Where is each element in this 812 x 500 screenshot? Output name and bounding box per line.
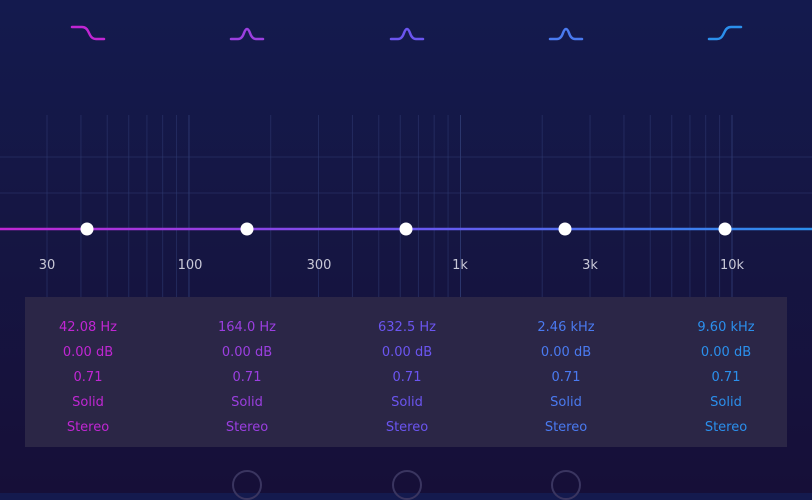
band-2-q[interactable]: 0.71 [232, 370, 262, 385]
band-4-frequency[interactable]: 2.46 kHz [537, 320, 595, 335]
band-3-shape[interactable]: Solid [391, 395, 423, 410]
band-1-q[interactable]: 0.71 [73, 370, 103, 385]
band-4-params: 2.46 kHz 0.00 dB 0.71 Solid Stereo [496, 315, 636, 440]
freq-axis-label-300: 300 [306, 258, 332, 273]
band-4-q[interactable]: 0.71 [551, 370, 581, 385]
band-parameters-panel [25, 297, 787, 447]
band-2-params: 164.0 Hz 0.00 dB 0.71 Solid Stereo [177, 315, 317, 440]
band-2-bell-icon[interactable] [229, 27, 265, 41]
band-3-q[interactable]: 0.71 [392, 370, 422, 385]
band-2-frequency[interactable]: 164.0 Hz [218, 320, 276, 335]
band-2-mode[interactable]: Stereo [225, 420, 269, 435]
freq-axis-label-3k: 3k [582, 258, 598, 273]
band-5-gain[interactable]: 0.00 dB [700, 345, 752, 360]
band-3-mode[interactable]: Stereo [385, 420, 429, 435]
band-4-node[interactable] [558, 222, 572, 236]
band-5-node[interactable] [718, 222, 732, 236]
band-2-shape[interactable]: Solid [231, 395, 263, 410]
band-3-gain[interactable]: 0.00 dB [381, 345, 433, 360]
band-5-shape[interactable]: Solid [710, 395, 742, 410]
band-4-mode[interactable]: Stereo [544, 420, 588, 435]
band-2-toggle-button[interactable] [232, 470, 262, 500]
band-4-gain[interactable]: 0.00 dB [540, 345, 592, 360]
band-3-toggle-button[interactable] [392, 470, 422, 500]
band-5-mode[interactable]: Stereo [704, 420, 748, 435]
band-3-bell-icon[interactable] [389, 27, 425, 41]
band-1-gain[interactable]: 0.00 dB [62, 345, 114, 360]
freq-axis-label-1k: 1k [452, 258, 468, 273]
band-3-frequency[interactable]: 632.5 Hz [378, 320, 436, 335]
band-5-high-shelf-icon[interactable] [707, 25, 743, 41]
band-3-node[interactable] [399, 222, 413, 236]
band-4-shape[interactable]: Solid [550, 395, 582, 410]
band-1-shape[interactable]: Solid [72, 395, 104, 410]
band-1-node[interactable] [80, 222, 94, 236]
band-1-mode[interactable]: Stereo [66, 420, 110, 435]
band-2-gain[interactable]: 0.00 dB [221, 345, 273, 360]
band-4-toggle-button[interactable] [551, 470, 581, 500]
freq-axis-label-100: 100 [177, 258, 203, 273]
band-5-params: 9.60 kHz 0.00 dB 0.71 Solid Stereo [656, 315, 796, 440]
band-4-bell-icon[interactable] [548, 27, 584, 41]
band-5-q[interactable]: 0.71 [711, 370, 741, 385]
frequency-grid [0, 115, 812, 297]
freq-axis-label-10k: 10k [719, 258, 745, 273]
band-5-frequency[interactable]: 9.60 kHz [697, 320, 755, 335]
band-2-node[interactable] [240, 222, 254, 236]
band-1-low-cut-icon[interactable] [70, 25, 106, 41]
band-1-params: 42.08 Hz 0.00 dB 0.71 Solid Stereo [18, 315, 158, 440]
band-1-frequency[interactable]: 42.08 Hz [59, 320, 117, 335]
freq-axis-label-30: 30 [38, 258, 56, 273]
band-3-params: 632.5 Hz 0.00 dB 0.71 Solid Stereo [337, 315, 477, 440]
